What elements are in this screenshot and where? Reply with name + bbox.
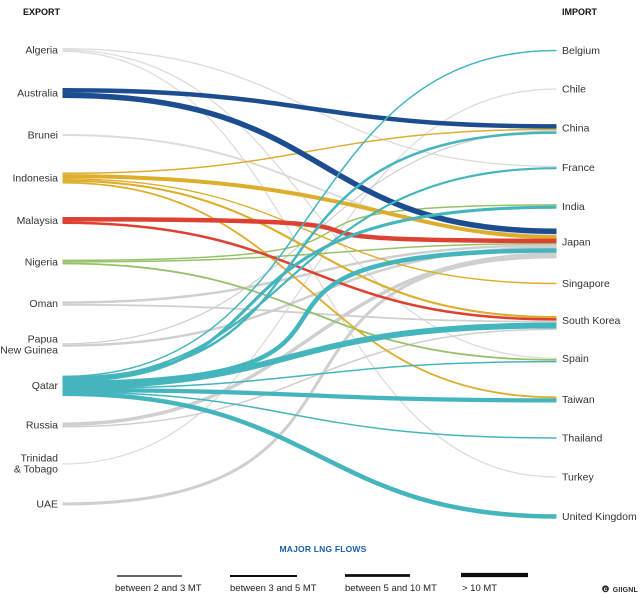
svg-text:c: c: [604, 586, 608, 593]
svg-text:MAJOR LNG FLOWS: MAJOR LNG FLOWS: [279, 544, 366, 554]
svg-text:New Guinea: New Guinea: [0, 345, 58, 357]
svg-text:Indonesia: Indonesia: [12, 173, 58, 185]
svg-text:Thailand: Thailand: [562, 433, 602, 445]
svg-text:China: China: [562, 123, 590, 135]
svg-text:Brunei: Brunei: [28, 130, 58, 142]
svg-text:Taiwan: Taiwan: [562, 394, 595, 406]
svg-text:Spain: Spain: [562, 353, 589, 365]
svg-text:EXPORT: EXPORT: [23, 7, 61, 17]
svg-text:between 2 and 3 MT: between 2 and 3 MT: [115, 583, 202, 594]
svg-text:India: India: [562, 201, 585, 213]
svg-text:GIIGNL: GIIGNL: [613, 587, 639, 594]
svg-text:Trinidad: Trinidad: [20, 453, 58, 465]
svg-text:Malaysia: Malaysia: [17, 215, 59, 227]
svg-text:Qatar: Qatar: [32, 380, 59, 392]
svg-text:> 10 MT: > 10 MT: [462, 583, 497, 594]
svg-text:Chile: Chile: [562, 84, 586, 96]
svg-text:Nigeria: Nigeria: [25, 257, 58, 269]
svg-text:Algeria: Algeria: [25, 45, 58, 57]
svg-text:Japan: Japan: [562, 237, 591, 249]
svg-text:Turkey: Turkey: [562, 472, 594, 484]
svg-text:Papua: Papua: [28, 334, 59, 346]
svg-text:Oman: Oman: [29, 298, 58, 310]
svg-text:Russia: Russia: [26, 420, 58, 432]
svg-text:between 3 and 5 MT: between 3 and 5 MT: [230, 583, 317, 594]
svg-text:IMPORT: IMPORT: [562, 7, 598, 17]
svg-text:United Kingdom: United Kingdom: [562, 511, 637, 523]
svg-text:between 5 and 10 MT: between 5 and 10 MT: [345, 583, 437, 594]
svg-text:France: France: [562, 162, 595, 174]
svg-text:Singapore: Singapore: [562, 278, 610, 290]
svg-text:UAE: UAE: [36, 499, 58, 511]
svg-text:South Korea: South Korea: [562, 315, 621, 327]
svg-text:& Tobago: & Tobago: [14, 464, 58, 476]
svg-text:Belgium: Belgium: [562, 45, 600, 57]
svg-text:Australia: Australia: [17, 88, 58, 100]
